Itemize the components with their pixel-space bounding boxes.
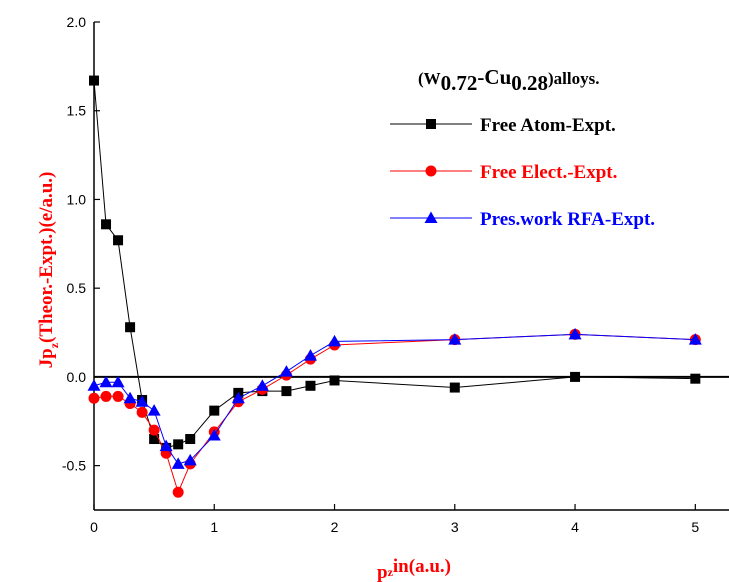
marker bbox=[135, 395, 149, 407]
marker bbox=[148, 424, 160, 436]
y-tick-label: 0.5 bbox=[67, 280, 87, 296]
series-line bbox=[93, 80, 696, 449]
y-tick-label: 0.0 bbox=[67, 369, 87, 385]
marker bbox=[172, 486, 184, 498]
annotation-part: )alloys. bbox=[548, 69, 599, 88]
x-label-part: in(a.u.) bbox=[393, 556, 451, 577]
y-tick-label: 2.0 bbox=[67, 14, 87, 30]
marker bbox=[87, 379, 101, 391]
marker bbox=[101, 219, 112, 230]
marker bbox=[100, 390, 112, 402]
y-label-part: (Theor.-Expt.)(e/a.u.) bbox=[36, 172, 57, 343]
series-line bbox=[93, 333, 696, 465]
marker bbox=[426, 119, 436, 129]
marker bbox=[207, 428, 221, 441]
annotation-part: 0.28 bbox=[511, 71, 548, 95]
marker bbox=[159, 439, 173, 452]
marker bbox=[568, 327, 582, 340]
marker bbox=[448, 333, 462, 345]
marker bbox=[688, 333, 702, 345]
y-tick-label: 1.0 bbox=[67, 191, 87, 207]
x-tick-label: 1 bbox=[210, 519, 218, 535]
marker bbox=[279, 365, 293, 377]
marker bbox=[173, 439, 184, 450]
marker bbox=[424, 211, 438, 223]
marker bbox=[183, 453, 197, 466]
marker bbox=[136, 406, 148, 418]
marker bbox=[305, 380, 316, 391]
y-label-part: Jp bbox=[36, 348, 57, 368]
annotation-part: 0.72 bbox=[441, 71, 478, 95]
marker bbox=[329, 375, 340, 386]
marker bbox=[149, 434, 160, 445]
marker bbox=[123, 391, 137, 404]
marker bbox=[231, 391, 245, 404]
x-tick-label: 0 bbox=[90, 519, 98, 535]
marker bbox=[88, 392, 100, 404]
marker bbox=[111, 375, 125, 388]
x-tick-label: 5 bbox=[691, 519, 699, 535]
marker bbox=[303, 349, 317, 361]
marker bbox=[570, 371, 581, 382]
marker bbox=[690, 373, 701, 384]
marker bbox=[449, 382, 460, 393]
x-tick-label: 4 bbox=[571, 519, 579, 535]
marker bbox=[99, 375, 113, 388]
y-tick-label: 1.5 bbox=[67, 103, 87, 119]
x-tick-label: 2 bbox=[331, 519, 339, 535]
legend-label: Free Atom-Expt. bbox=[480, 115, 616, 136]
y-label-part: z bbox=[47, 342, 61, 348]
marker bbox=[171, 457, 185, 469]
x-label-part: p bbox=[377, 562, 388, 582]
x-axis-label: pzin(a.u.) bbox=[377, 556, 451, 582]
legend-label: Pres.work RFA-Expt. bbox=[480, 209, 655, 230]
marker bbox=[255, 379, 269, 391]
y-axis-label: Jpz(Theor.-Expt.)(e/a.u.) bbox=[36, 172, 61, 369]
marker bbox=[281, 386, 292, 397]
marker bbox=[185, 434, 196, 445]
marker bbox=[113, 235, 124, 246]
marker bbox=[147, 404, 161, 416]
x-label-part: z bbox=[388, 565, 394, 579]
legend-label: Free Elect.-Expt. bbox=[480, 162, 617, 183]
marker bbox=[209, 405, 220, 416]
marker bbox=[425, 165, 437, 177]
annotation-part: -Cu bbox=[477, 65, 511, 89]
annotation-part: (W bbox=[418, 69, 441, 88]
x-tick-label: 3 bbox=[451, 519, 459, 535]
marker bbox=[328, 334, 342, 347]
annotation: (W0.72-Cu0.28)alloys. bbox=[418, 65, 600, 95]
y-tick-label: -0.5 bbox=[62, 458, 86, 474]
marker bbox=[112, 390, 124, 402]
marker bbox=[125, 322, 136, 333]
marker bbox=[89, 75, 99, 86]
